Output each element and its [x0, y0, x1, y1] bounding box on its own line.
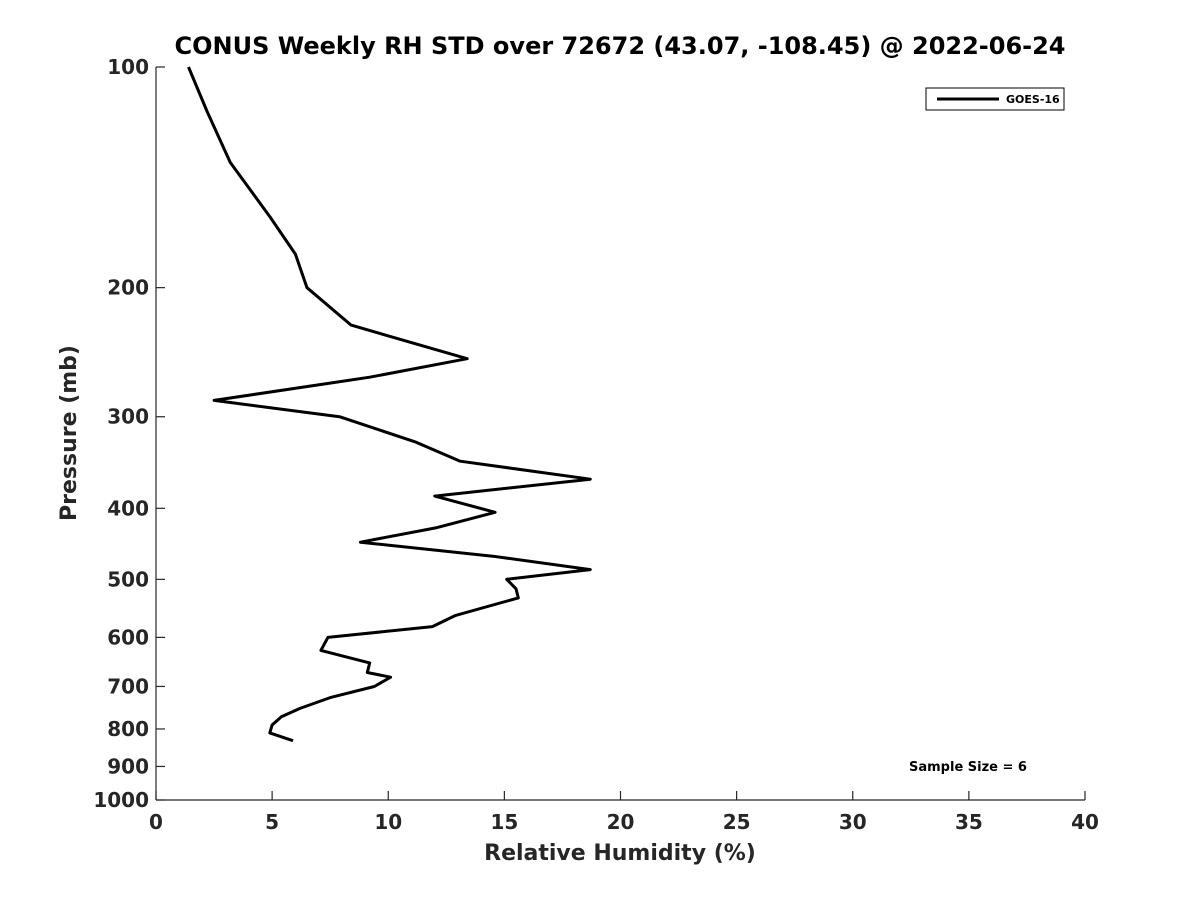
y-tick-label: 400: [107, 496, 149, 520]
y-tick-label: 800: [107, 717, 149, 741]
x-tick-label: 40: [1071, 810, 1099, 834]
x-tick-label: 0: [149, 810, 163, 834]
y-axis-label: Pressure (mb): [57, 345, 82, 521]
y-tick-label: 300: [107, 405, 149, 429]
y-tick-label: 600: [107, 625, 149, 649]
series-line-goes-16: [187, 66, 592, 743]
y-tick-label: 200: [107, 276, 149, 300]
y-tick-label: 900: [107, 754, 149, 778]
x-axis-ticks: 0 5 10 15 20 25 30 35 40: [149, 791, 1099, 834]
sample-size-annotation: Sample Size = 6: [909, 760, 1027, 775]
y-tick-label: 100: [107, 55, 149, 79]
chart-title: CONUS Weekly RH STD over 72672 (43.07, -…: [174, 32, 1065, 60]
legend: GOES-16: [925, 87, 1065, 111]
x-tick-label: 10: [374, 810, 402, 834]
y-tick-label: 700: [107, 674, 149, 698]
y-axis-ticks: 100 200 300 400 500 600 700 800 900 1000: [93, 55, 165, 812]
x-tick-label: 35: [955, 810, 983, 834]
x-tick-label: 25: [723, 810, 751, 834]
x-tick-label: 20: [607, 810, 635, 834]
x-tick-label: 15: [490, 810, 518, 834]
y-tick-label: 500: [107, 567, 149, 591]
x-axis-label: Relative Humidity (%): [484, 841, 756, 866]
x-tick-label: 5: [265, 810, 279, 834]
legend-label-goes-16: GOES-16: [1006, 93, 1060, 106]
y-tick-label: 1000: [93, 788, 149, 812]
x-tick-label: 30: [839, 810, 867, 834]
